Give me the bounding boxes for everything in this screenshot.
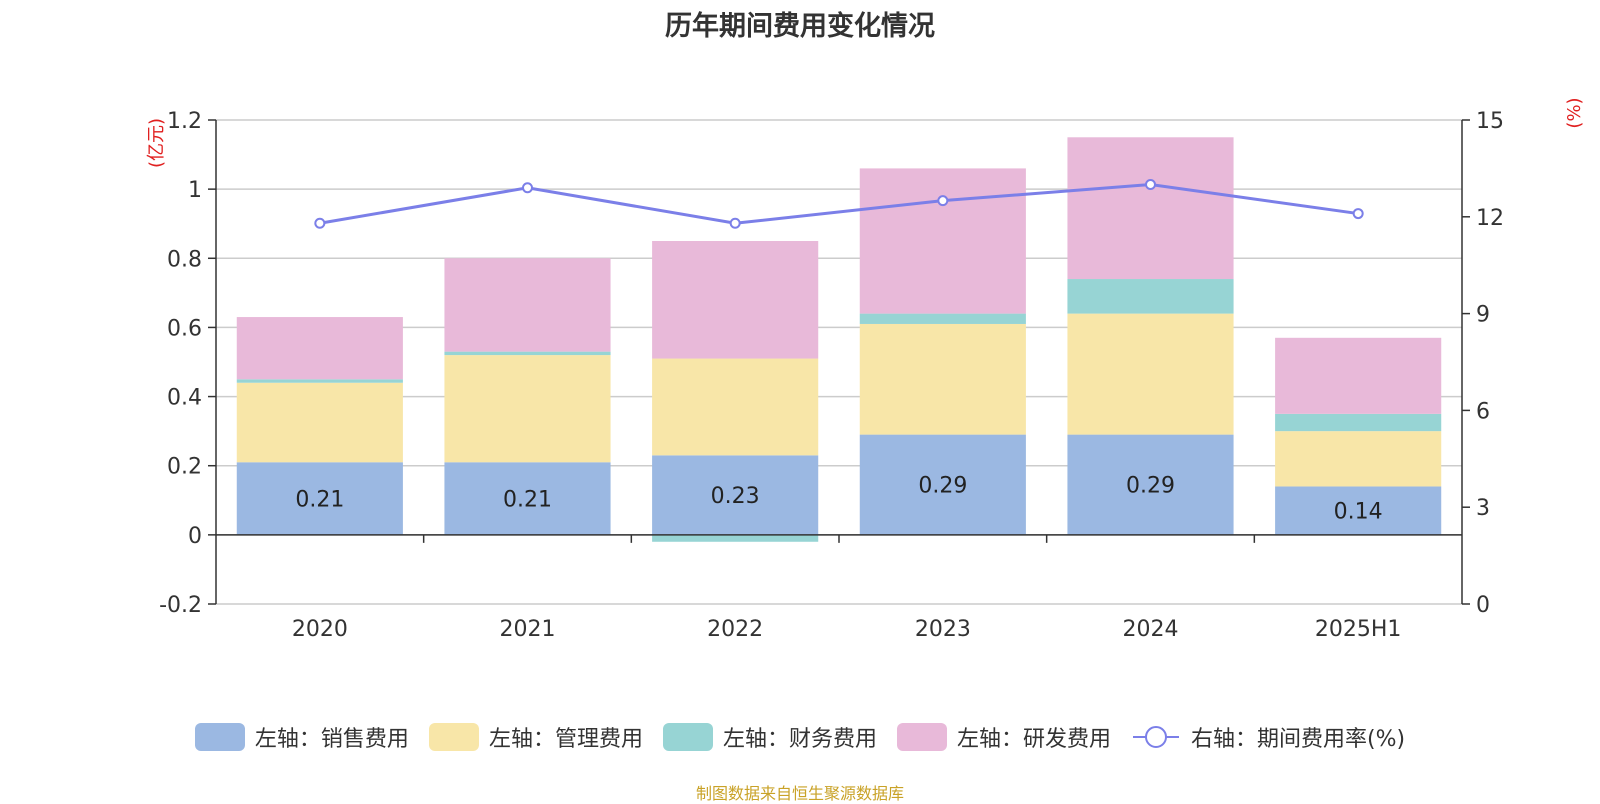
right-tick-label: 15: [1476, 109, 1504, 134]
rate-point: [522, 182, 533, 194]
bar-segment-series-0: [859, 434, 1026, 535]
bar-segment-series-3: [652, 241, 819, 359]
legend-swatch: [896, 723, 947, 751]
legend-item-3[interactable]: 左轴：研发费用: [896, 721, 1111, 753]
bar-segment-series-2: [1275, 413, 1442, 432]
bar-segment-series-1: [1067, 313, 1234, 435]
legend-item-0[interactable]: 左轴：销售费用: [194, 721, 409, 753]
legend-item-4[interactable]: 右轴：期间费用率(%): [1131, 721, 1405, 753]
bar-segment-series-3: [859, 168, 1026, 314]
bar-segment-series-2: [652, 534, 819, 542]
bar-segment-series-1: [652, 358, 819, 456]
data-label: 0.23: [711, 484, 760, 509]
bar-segment-series-3: [236, 317, 403, 380]
legend-line-swatch: [1132, 726, 1179, 748]
bar-segment-series-0: [1275, 486, 1442, 535]
bar-segment-series-3: [1067, 137, 1234, 280]
bar-segment-series-0: [236, 462, 403, 535]
x-tick-label: 2024: [1123, 617, 1179, 642]
left-tick-label: 0.4: [167, 386, 202, 411]
legend-item-1[interactable]: 左轴：管理费用: [428, 721, 643, 753]
chart-title: 历年期间费用变化情况: [665, 11, 935, 42]
left-tick-label: 0.2: [167, 455, 202, 480]
legend-label: 左轴：销售费用: [254, 727, 409, 752]
bar-segment-series-0: [652, 455, 819, 535]
bar-segment-series-1: [859, 323, 1026, 435]
data-label: 0.29: [1126, 474, 1175, 499]
legend-label: 左轴：管理费用: [488, 727, 643, 752]
bar-segment-series-2: [859, 313, 1026, 324]
rate-point: [937, 195, 949, 207]
data-label: 0.29: [918, 474, 967, 499]
x-tick-label: 2020: [292, 617, 348, 642]
left-tick-label: 0.6: [167, 316, 202, 341]
right-axis-unit: (%): [1564, 97, 1585, 128]
bar-group: [236, 137, 1442, 542]
data-label: 0.14: [1334, 500, 1383, 525]
right-tick-label: 0: [1476, 593, 1490, 618]
bar-segment-series-1: [444, 355, 611, 463]
right-tick-label: 9: [1476, 303, 1490, 328]
bar-segment-series-2: [236, 379, 403, 383]
data-label: 0.21: [503, 488, 552, 513]
x-tick-label: 2023: [915, 617, 971, 642]
left-axis-unit: (亿元): [146, 118, 167, 168]
bar-segment-series-3: [1275, 337, 1442, 414]
bar-segment-series-3: [444, 258, 611, 352]
rate-point: [314, 217, 326, 229]
legend-swatch: [194, 723, 245, 751]
x-tick-label: 2021: [500, 617, 556, 642]
data-labels: 0.21 0.21 0.23 0.29 0.29 0.14: [295, 474, 1382, 525]
legend-swatch: [662, 723, 713, 751]
rate-line: [314, 179, 1364, 229]
right-tick-label: 6: [1476, 399, 1490, 424]
axes: -0.2 0 0.2 0.4 0.6 0.8 1 1.2 0 3 6 9 12 15 2020 2021 202…: [159, 109, 1504, 642]
bar-segment-series-2: [444, 351, 611, 356]
rate-point: [1145, 179, 1156, 191]
data-label: 0.21: [295, 488, 344, 513]
x-tick-label: 2022: [707, 617, 763, 642]
bar-segment-series-0: [444, 462, 611, 535]
bar-segment-series-2: [1067, 279, 1234, 314]
rate-line-path: [319, 183, 1359, 225]
legend: 左轴：销售费用 左轴：管理费用 左轴：财务费用 左轴：研发费用 右轴：期间费用率(%): [0, 720, 1600, 754]
source-note: 制图数据来自恒生聚源数据库: [695, 784, 904, 803]
bar-segment-series-1: [1275, 431, 1442, 487]
legend-label: 右轴：期间费用率(%): [1190, 727, 1406, 752]
bar-segment-series-1: [236, 382, 403, 463]
chart-canvas: 0.21 0.21 0.23 0.29 0.29 0.14 -0.2 0 0.2 0.4 0.6 0…: [146, 97, 1585, 642]
left-tick-label: 1: [188, 178, 202, 203]
left-tick-label: -0.2: [159, 593, 202, 618]
legend-item-2[interactable]: 左轴：财务费用: [662, 721, 877, 753]
legend-label: 左轴：财务费用: [722, 727, 877, 752]
rate-point: [1352, 208, 1364, 220]
right-tick-label: 12: [1476, 206, 1504, 231]
left-tick-label: 1.2: [167, 109, 202, 134]
x-tick-label: 2025H1: [1315, 617, 1402, 642]
bar-segment-series-0: [1067, 434, 1234, 535]
legend-swatch: [428, 723, 479, 751]
right-tick-label: 3: [1476, 496, 1490, 521]
rate-point: [729, 217, 741, 229]
left-tick-label: 0: [188, 524, 202, 549]
left-tick-label: 0.8: [167, 247, 202, 272]
legend-label: 左轴：研发费用: [956, 727, 1111, 752]
